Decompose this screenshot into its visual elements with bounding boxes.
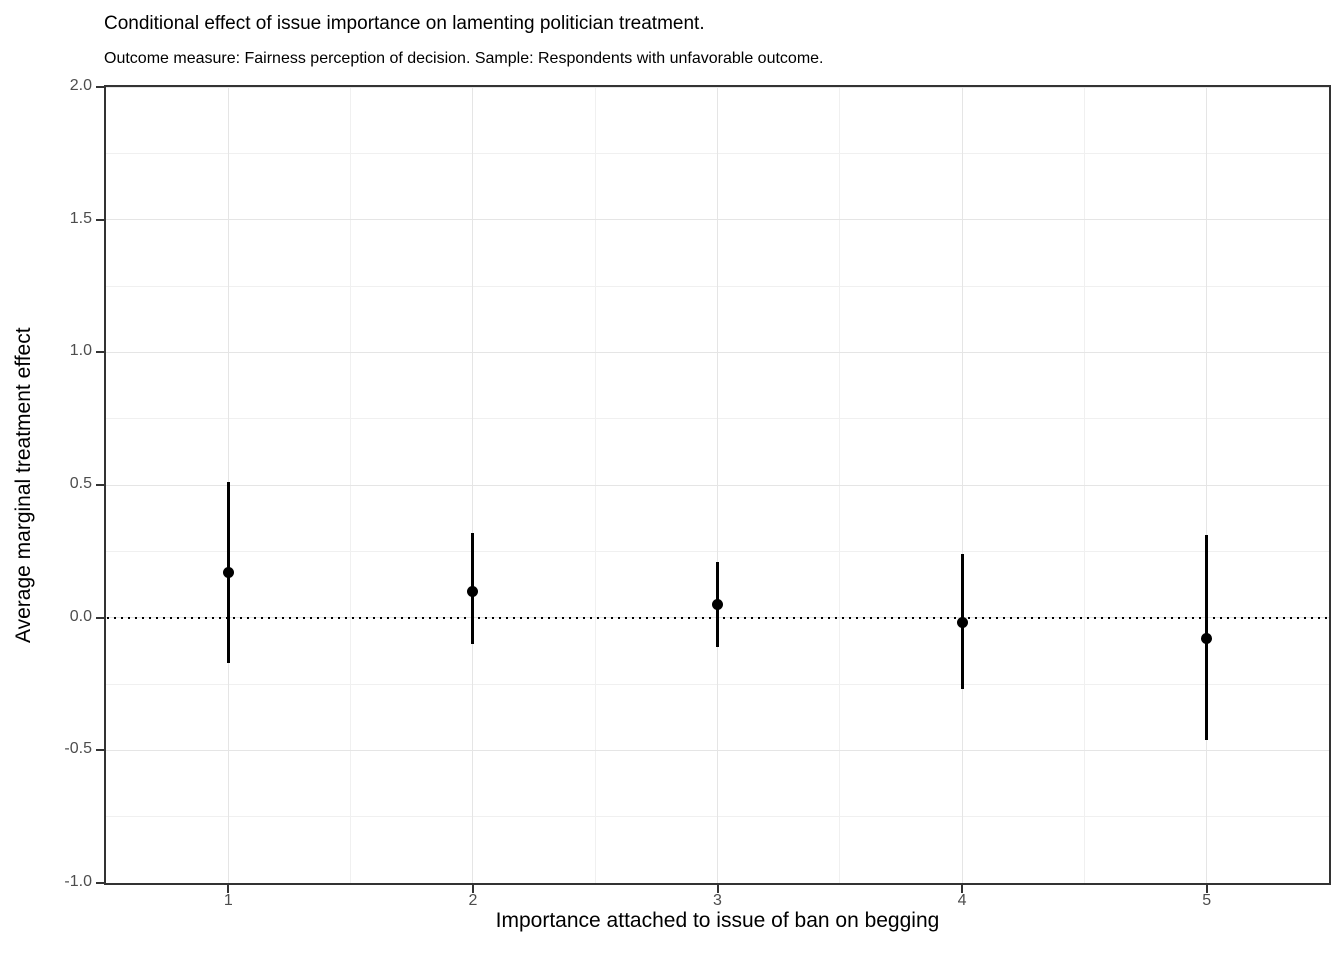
x-axis-tick-label: 3 <box>713 892 722 909</box>
chart-subtitle: Outcome measure: Fairness perception of … <box>104 50 824 67</box>
y-axis-tick-label: -0.5 <box>64 740 92 758</box>
x-axis-tick <box>716 885 719 893</box>
y-axis-tick <box>96 484 104 486</box>
y-axis-tick-label: 1.0 <box>69 342 92 360</box>
y-axis-tick <box>96 86 104 88</box>
point-estimate <box>1201 633 1213 645</box>
y-axis-tick <box>96 749 104 752</box>
x-axis-tick <box>471 885 474 893</box>
y-axis-tick-label: 1.5 <box>69 209 92 227</box>
x-axis-tick-label: 4 <box>957 892 967 909</box>
y-axis-title: Average marginal treatment effect <box>12 327 35 643</box>
x-axis-tick-label: 2 <box>468 892 478 909</box>
gridline-major-x <box>717 87 718 883</box>
point-estimate <box>467 585 479 597</box>
point-estimate <box>956 617 968 629</box>
chart-title: Conditional effect of issue importance o… <box>104 13 705 34</box>
x-axis-tick <box>227 885 230 893</box>
y-axis-tick-label: 0.5 <box>69 475 92 492</box>
y-axis-tick-label: 0.0 <box>69 607 92 625</box>
gridline-major-x <box>472 87 474 883</box>
y-axis-tick-label: 2.0 <box>69 77 92 94</box>
x-axis-title: Importance attached to issue of ban on b… <box>495 909 940 932</box>
gridline-major-x <box>961 87 963 883</box>
x-axis-tick-label: 5 <box>1202 892 1212 909</box>
y-axis-tick <box>96 616 104 619</box>
x-axis-tick <box>1205 885 1208 893</box>
x-axis-tick <box>961 885 964 893</box>
y-axis-tick <box>96 218 104 221</box>
y-axis-tick <box>96 351 104 354</box>
point-estimate <box>222 567 234 579</box>
point-estimate <box>712 598 723 610</box>
y-axis-tick <box>96 882 104 884</box>
y-axis-tick-label: -1.0 <box>64 873 92 890</box>
x-axis-tick-label: 1 <box>223 892 233 909</box>
gridline-major-x <box>1206 87 1208 883</box>
